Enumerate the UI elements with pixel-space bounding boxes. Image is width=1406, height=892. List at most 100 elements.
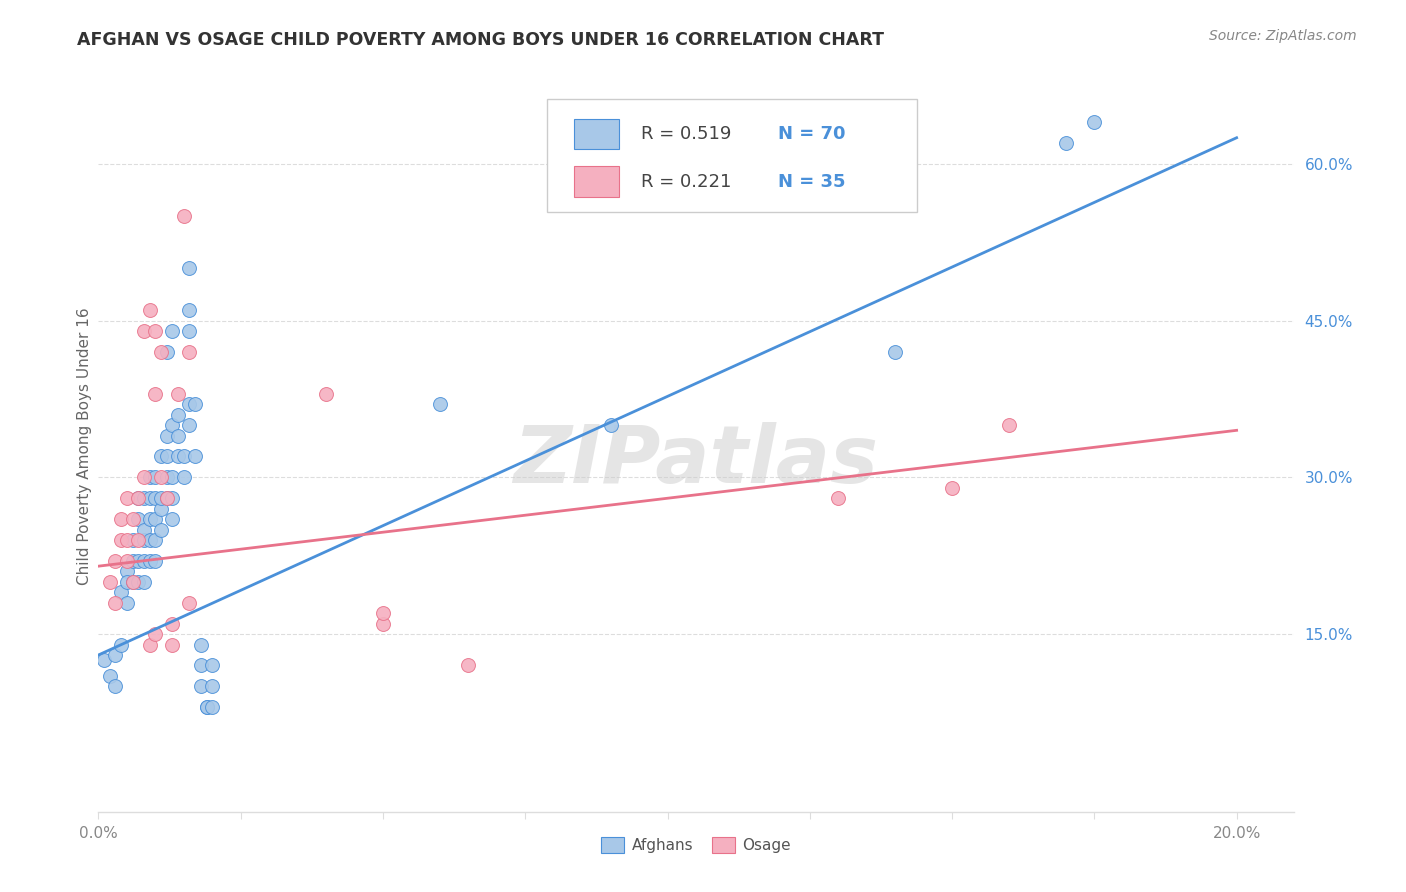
Text: N = 35: N = 35 [779,173,846,191]
Legend: Afghans, Osage: Afghans, Osage [595,830,797,859]
Point [156,470,179,484]
Point [150,523,173,537]
Point [998,418,1021,433]
Point [190,658,212,673]
Text: AFGHAN VS OSAGE CHILD POVERTY AMONG BOYS UNDER 16 CORRELATION CHART: AFGHAN VS OSAGE CHILD POVERTY AMONG BOYS… [77,31,884,49]
Point [599,418,621,433]
Point [173,209,195,223]
Point [167,386,190,401]
Point [93,653,115,667]
Point [1083,115,1105,129]
Point [115,554,138,568]
Point [184,450,207,464]
Point [190,679,212,693]
Text: ZIPatlas: ZIPatlas [513,422,879,500]
Point [884,345,907,359]
Point [162,491,184,506]
Point [371,606,394,620]
Point [98,574,121,589]
Point [110,585,132,599]
Point [156,491,179,506]
Point [156,450,179,464]
Point [150,450,173,464]
FancyBboxPatch shape [574,167,620,197]
Point [190,638,212,652]
Point [127,574,149,589]
Point [121,574,143,589]
Point [115,596,138,610]
Point [98,669,121,683]
Point [195,700,218,714]
Point [104,596,127,610]
Point [162,512,184,526]
Point [132,324,155,338]
Point [1054,136,1077,150]
Text: N = 70: N = 70 [779,125,846,143]
Point [315,386,337,401]
Point [110,638,132,652]
FancyBboxPatch shape [547,99,917,212]
Point [115,533,138,547]
Point [457,658,479,673]
Point [143,512,166,526]
Point [156,428,179,442]
Point [179,261,201,276]
Point [143,324,166,338]
Point [167,428,190,442]
Point [127,491,149,506]
Point [156,491,179,506]
Point [179,345,201,359]
Point [121,533,143,547]
Point [138,512,160,526]
Point [138,491,160,506]
Point [104,554,127,568]
Point [121,574,143,589]
Point [156,345,179,359]
Point [132,491,155,506]
Point [179,418,201,433]
Point [143,554,166,568]
Point [115,574,138,589]
Point [127,512,149,526]
Point [138,554,160,568]
Point [173,450,195,464]
Point [201,679,224,693]
Point [127,554,149,568]
Point [371,616,394,631]
Point [162,616,184,631]
Point [184,397,207,411]
Point [132,574,155,589]
Point [127,491,149,506]
Point [150,491,173,506]
Point [150,501,173,516]
Point [201,700,224,714]
Point [143,470,166,484]
Point [179,397,201,411]
Point [143,386,166,401]
Point [201,658,224,673]
Point [132,470,155,484]
Point [127,533,149,547]
Point [121,554,143,568]
Point [110,512,132,526]
Point [179,324,201,338]
Point [138,303,160,318]
Point [162,418,184,433]
Text: R = 0.221: R = 0.221 [641,173,731,191]
Point [138,470,160,484]
Point [132,533,155,547]
Point [132,523,155,537]
Point [121,512,143,526]
Point [104,648,127,662]
Point [827,491,849,506]
Text: Source: ZipAtlas.com: Source: ZipAtlas.com [1209,29,1357,43]
Point [115,565,138,579]
Point [429,397,451,411]
Point [110,533,132,547]
Point [162,470,184,484]
Point [179,596,201,610]
Point [104,679,127,693]
Point [167,450,190,464]
Point [143,627,166,641]
Point [150,345,173,359]
